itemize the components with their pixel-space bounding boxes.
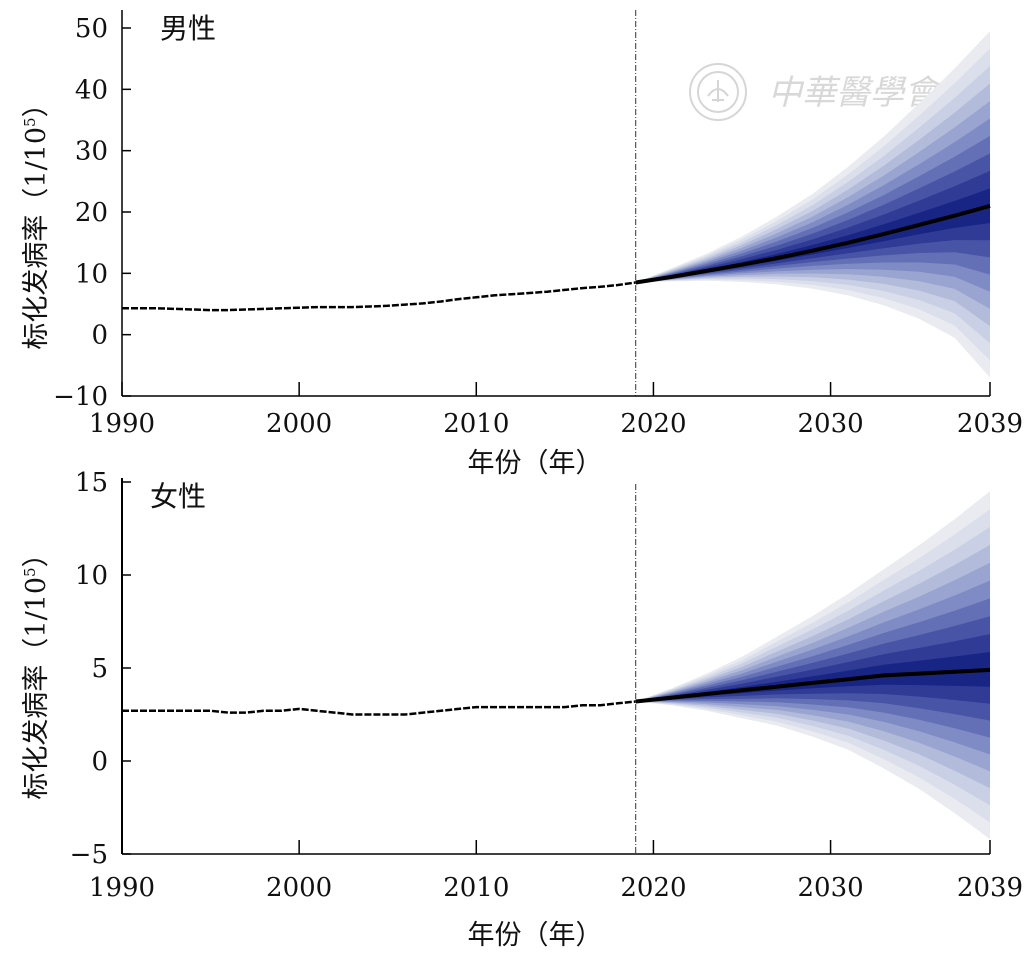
y-axis-title-male: 标化发病率（1/105） xyxy=(21,90,52,349)
y-axis-title-close-male: ） xyxy=(21,90,52,117)
y-tick-label-female-0: 15 xyxy=(75,468,108,498)
panel-title-male: 男性 xyxy=(160,12,216,45)
y-tick-label-male-5: 0 xyxy=(91,321,108,351)
x-tick-label-male-2: 2010 xyxy=(443,409,509,439)
y-axis-title-sup-male: 5 xyxy=(21,117,39,127)
y-ticks-female: 15 10 5 0 −5 xyxy=(70,468,131,870)
x-tick-label-male-3: 2020 xyxy=(620,409,686,439)
y-tick-label-male-2: 30 xyxy=(75,137,108,167)
y-tick-label-female-3: 0 xyxy=(91,747,108,777)
x-tick-label-male-4: 2030 xyxy=(797,409,863,439)
x-tick-label-female-5: 2039 xyxy=(957,873,1023,903)
y-axis-title-sup-female: 5 xyxy=(21,567,39,577)
y-tick-label-female-4: −5 xyxy=(70,840,108,870)
x-axis-title-female: 年份（年） xyxy=(468,920,603,951)
x-ticks-male: 1990 2000 2010 2020 2030 2039 xyxy=(89,382,1023,439)
forecast-band-male-8 xyxy=(635,153,990,283)
y-tick-label-female-1: 10 xyxy=(75,561,108,591)
y-tick-label-male-6: −10 xyxy=(53,382,108,412)
y-tick-label-male-4: 10 xyxy=(75,259,108,289)
watermark: 中華醫學會 xyxy=(689,63,943,121)
chart-panel-female: 15 10 5 0 −5 1990 2000 2010 2020 2030 2039 女性 年份（… xyxy=(21,468,1023,951)
x-tick-label-female-1: 2000 xyxy=(266,873,332,903)
x-tick-label-male-1: 2000 xyxy=(266,409,332,439)
x-axis-title-male: 年份（年） xyxy=(468,448,603,479)
y-axis-title-text-male: 标化发病率（1/10 xyxy=(21,127,52,350)
y-axis-title-close-female: ） xyxy=(21,540,52,567)
forecast-fan-female xyxy=(635,491,990,840)
observed-line-female xyxy=(122,700,636,716)
x-tick-label-female-4: 2030 xyxy=(797,873,863,903)
x-tick-label-female-3: 2020 xyxy=(620,873,686,903)
forecast-median-line-male xyxy=(635,203,991,285)
forecast-band-female-10 xyxy=(635,652,990,702)
y-ticks-male: 50 40 30 20 10 0 −10 xyxy=(53,14,131,412)
y-tick-label-male-1: 40 xyxy=(75,75,108,105)
x-tick-label-male-0: 1990 xyxy=(89,409,155,439)
seal-logo xyxy=(689,63,747,121)
y-tick-label-female-2: 5 xyxy=(91,654,108,684)
x-ticks-female: 1990 2000 2010 2020 2030 2039 xyxy=(89,840,1023,903)
y-axis-title-female: 标化发病率（1/105） xyxy=(21,540,52,799)
x-tick-label-female-2: 2010 xyxy=(443,873,509,903)
x-tick-label-male-5: 2039 xyxy=(957,409,1023,439)
watermark-text: 中華醫學會 xyxy=(768,73,943,113)
forecast-median-line-female xyxy=(635,667,991,704)
y-tick-label-male-3: 20 xyxy=(75,198,108,228)
forecast-band-female-9 xyxy=(635,634,990,704)
panel-title-female: 女性 xyxy=(150,480,206,513)
observed-line-male xyxy=(122,281,636,312)
x-tick-label-female-0: 1990 xyxy=(89,873,155,903)
y-tick-label-male-0: 50 xyxy=(75,14,108,44)
y-axis-title-text-female: 标化发病率（1/10 xyxy=(21,577,52,800)
